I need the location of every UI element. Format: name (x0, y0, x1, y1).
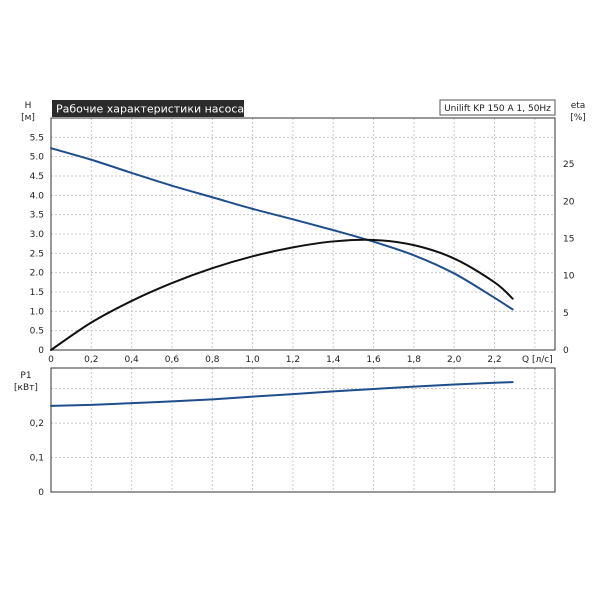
power-axis-label-line2: [кВт] (14, 383, 38, 393)
y-tick-label: 2.5 (30, 249, 44, 259)
y2-axis-label-line2: [%] (570, 113, 586, 123)
y-tick-label: 4.5 (30, 172, 44, 182)
power-tick-label: 0 (38, 488, 44, 498)
x-tick-label: 0,6 (165, 355, 180, 365)
x-axis-label: Q [л/с] (522, 355, 553, 365)
x-tick-label: 2,2 (487, 355, 501, 365)
y-tick-label: 0.5 (30, 327, 44, 337)
efficiency-curve (50, 238, 514, 351)
y-tick-label: 1.0 (30, 307, 45, 317)
x-tick-label: 1,2 (286, 355, 300, 365)
power-tick-label: 0,1 (30, 454, 44, 464)
head-efficiency-chart: 0 0,2 0,4 0,6 0,8 1,0 1,2 1,4 1,6 1,8 2,0 2,2 0 0.5 1… (21, 99, 586, 365)
legend-text: Unilift KP 150 A 1, 50Hz (444, 104, 551, 114)
y2-tick-label: 10 (563, 272, 575, 282)
y2-tick-label: 0 (563, 346, 569, 356)
power-tick-label: 0,2 (30, 419, 44, 429)
y2-tick-label: 15 (563, 234, 574, 244)
y-tick-label: 3.5 (30, 211, 44, 221)
y2-tick-label: 5 (563, 309, 569, 319)
power-y-ticks: 0 0,1 0,2 (30, 419, 45, 498)
y2-axis-label-line1: eta (571, 101, 586, 111)
x-tick-label: 1,4 (326, 355, 341, 365)
head-curve (50, 147, 514, 311)
y-tick-label: 3.0 (30, 230, 45, 240)
x-tick-label: 0 (48, 355, 54, 365)
power-chart-series (50, 381, 514, 407)
legend-box (439, 99, 556, 116)
x-tick-label: 1,0 (245, 355, 260, 365)
x-tick-label: 1,8 (407, 355, 422, 365)
y2-tick-label: 25 (563, 160, 574, 170)
chart-title: Рабочие характеристики насоса (56, 103, 244, 116)
head-plot-frame (50, 117, 556, 351)
x-tick-label: 2,0 (447, 355, 462, 365)
efficiency-y-ticks: 0 5 10 15 20 25 (563, 160, 575, 356)
power-grid (51, 368, 555, 492)
y-tick-label: 5.5 (30, 133, 44, 143)
y-tick-label: 1.5 (30, 288, 44, 298)
power-axis-label-line1: P1 (20, 371, 31, 381)
y-tick-label: 2.0 (30, 269, 45, 279)
x-tick-label: 0,4 (124, 355, 139, 365)
head-x-ticks: 0 0,2 0,4 0,6 0,8 1,0 1,2 1,4 1,6 1,8 2,0 2,2 (48, 355, 502, 365)
y-tick-label: 0 (38, 346, 44, 356)
head-grid (51, 118, 555, 350)
y-tick-label: 4.0 (30, 191, 45, 201)
x-tick-label: 0,8 (205, 355, 220, 365)
x-tick-label: 0,2 (84, 355, 98, 365)
head-chart-series (50, 147, 514, 351)
head-y-ticks: 0 0.5 1.0 1.5 2.0 2.5 3.0 3.5 4.0 4.5 5.0 5.5 (30, 133, 45, 356)
power-plot-frame (50, 367, 556, 493)
power-curve (50, 381, 514, 407)
y-axis-label-line1: H (25, 101, 32, 111)
y-axis-label-line2: [м] (21, 113, 35, 123)
power-chart: 0 0,1 0,2 P1 [кВт] (14, 367, 556, 498)
y-tick-label: 5.0 (30, 153, 45, 163)
y2-tick-label: 20 (563, 197, 575, 207)
x-tick-label: 1,6 (366, 355, 381, 365)
title-background (52, 100, 244, 117)
